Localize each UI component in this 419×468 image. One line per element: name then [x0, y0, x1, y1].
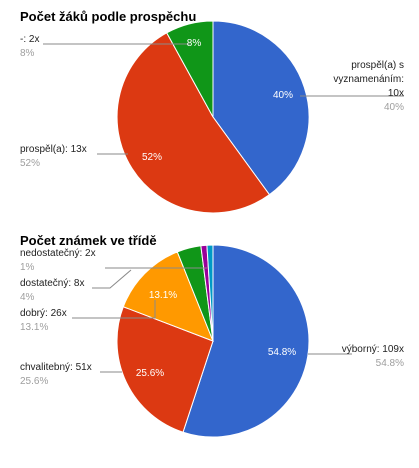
- chart-1-slice-prospel-a: [116, 32, 271, 214]
- chart-2-percent-chvalitebny: 25.6%: [20, 376, 48, 387]
- chart-2-percent-nedostatecny: 1%: [20, 262, 35, 273]
- chart-2-data-label-vyborny: 54.8%: [268, 347, 296, 358]
- chart-2-leader-dobry: [72, 300, 156, 319]
- chart-2-slice-vyborny: [182, 244, 310, 438]
- chart-2-slice-other: [206, 244, 214, 342]
- chart-2-slice-dobry: [122, 251, 214, 342]
- chart-2-label-nedostatecny: nedostatečný: 2x: [20, 248, 96, 259]
- chart-1-pie: prospěl(a) s vyznamenáním: 10x 40% 40% prospě…: [20, 20, 404, 214]
- chart-1-data-label-other: 8%: [187, 38, 202, 49]
- chart-2-data-label-dobry: 13.1%: [149, 290, 177, 301]
- chart-1-label-prospel-a-s-vyznamenanim: prospěl(a) s: [351, 60, 404, 71]
- chart-2-percent-dostatecny: 4%: [20, 292, 35, 303]
- chart-2-label-dostatecny: dostatečný: 8x: [20, 278, 84, 289]
- chart-1-label-prospel-a: prospěl(a): 13x: [20, 144, 87, 155]
- chart-2-label-vyborny: výborný: 109x: [342, 344, 404, 355]
- chart-1-label-other: -: 2x: [20, 34, 39, 45]
- chart-2-pie: výborný: 109x 54.8% 54.8% chvalitebný: 51x 2…: [20, 244, 404, 438]
- chart-2-leader-dostatecny: [92, 269, 132, 289]
- chart-1-label-prospel-a-s-vyznamenanim: 10x: [388, 88, 404, 99]
- chart-1-label-prospel-a-s-vyznamenanim: vyznamenáním:: [333, 74, 404, 85]
- chart-2-label-chvalitebny: chvalitebný: 51x: [20, 362, 92, 373]
- chart-2-percent-dobry: 13.1%: [20, 322, 48, 333]
- chart-1-data-label-prospel-a-s-vyznamenanim: 40%: [273, 90, 293, 101]
- chart-1-percent-other: 8%: [20, 48, 35, 59]
- chart-2-label-dobry: dobrý: 26x: [20, 308, 67, 319]
- chart-1-data-label-prospel-a: 52%: [142, 152, 162, 163]
- chart-1-slice-other: [166, 20, 214, 118]
- chart-2-title: Počet známek ve třídě: [20, 233, 157, 248]
- chart-1-percent-prospel-a-s-vyznamenanim: 40%: [384, 102, 404, 113]
- chart-2-percent-vyborny: 54.8%: [376, 358, 404, 369]
- chart-2-slice-chvalitebny: [116, 306, 214, 433]
- chart-1-title: Počet žáků podle prospěchu: [20, 9, 196, 24]
- chart-2-data-label-chvalitebny: 25.6%: [136, 368, 164, 379]
- chart-1-slice-prospel-a-s-vyznamenanim: [212, 20, 310, 196]
- chart-1-percent-prospel-a: 52%: [20, 158, 40, 169]
